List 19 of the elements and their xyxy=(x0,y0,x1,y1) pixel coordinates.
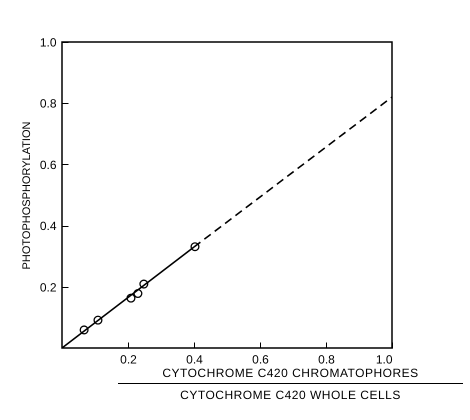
text: CYTOCHROME C420 WHOLE CELLS xyxy=(179,387,402,402)
y-tick-label: 0.8 xyxy=(40,96,57,111)
y-axis-title: PHOTOPHOSPHORYLATION xyxy=(20,121,33,270)
point xyxy=(133,289,142,298)
x-tick-label: 0.8 xyxy=(318,352,336,366)
x-axis-title: CYTOCHROME C420 CHROMATOPHORES xyxy=(118,366,463,384)
x-tick-label: 1.0 xyxy=(376,352,393,366)
x-tick-label: 0.2 xyxy=(120,352,138,366)
point xyxy=(93,316,102,325)
x-tick-label: 0.6 xyxy=(252,352,270,366)
point xyxy=(80,325,89,334)
y-tick-label: 1.0 xyxy=(40,36,57,50)
y-tick-label: 0.6 xyxy=(40,158,57,172)
point xyxy=(190,242,200,252)
x-tick-label: 0.4 xyxy=(186,352,204,366)
y-tick-label: 0.4 xyxy=(40,219,57,234)
point xyxy=(139,280,148,289)
y-tick-label: 0.2 xyxy=(40,280,57,294)
point xyxy=(126,294,136,303)
